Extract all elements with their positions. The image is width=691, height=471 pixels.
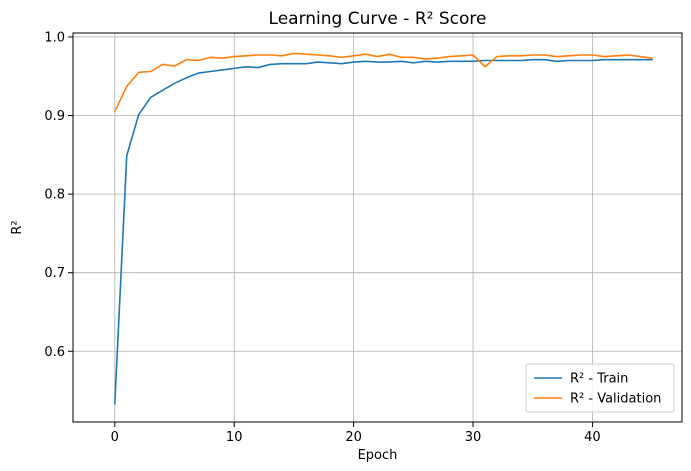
plot-frame <box>72 32 683 423</box>
legend-label-train: R² - Train <box>570 372 628 387</box>
x-tick-label: 40 <box>584 430 601 445</box>
x-tick-label: 0 <box>111 430 119 445</box>
y-tick-label: 0.7 <box>44 266 65 281</box>
y-tick-label: 0.9 <box>44 109 65 124</box>
y-tick-label: 0.8 <box>44 188 65 203</box>
axis-ticks: 0 10 20 30 40 0.6 0.7 0.8 0.9 1.0 <box>44 30 600 445</box>
legend-box <box>525 363 675 413</box>
x-axis-label: Epoch <box>358 448 398 463</box>
x-tick-label: 10 <box>226 430 243 445</box>
x-tick-label: 30 <box>465 430 482 445</box>
y-tick-label: 0.6 <box>44 345 65 360</box>
series-line-train <box>113 58 653 405</box>
chart-title: Learning Curve - R² Score <box>269 9 487 29</box>
y-tick-label: 1.0 <box>44 30 65 45</box>
legend: R² - Train R² - Validation <box>525 363 675 413</box>
series-lines <box>113 52 653 405</box>
x-tick-label: 20 <box>345 430 362 445</box>
series-line-validation <box>113 52 653 113</box>
grid <box>73 33 682 422</box>
y-axis-label: R² <box>10 220 25 234</box>
legend-label-validation: R² - Validation <box>570 392 661 407</box>
